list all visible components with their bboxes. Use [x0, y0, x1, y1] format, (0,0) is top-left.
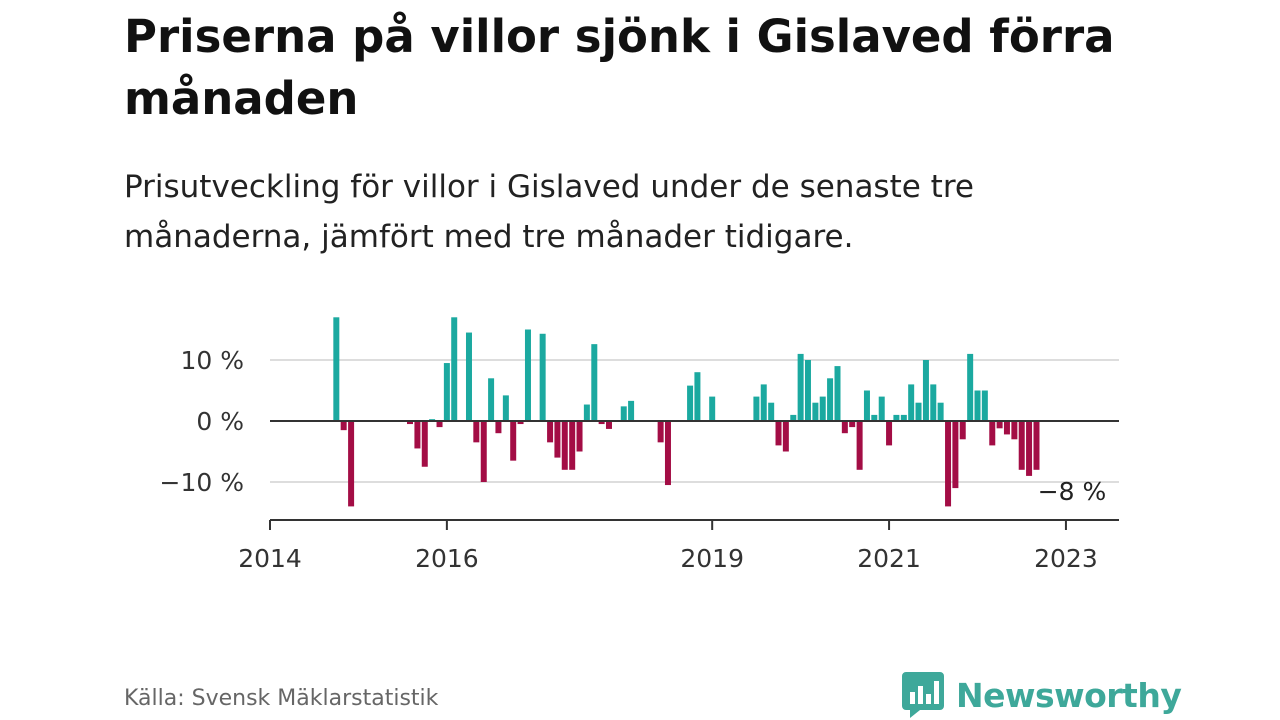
bar	[539, 333, 546, 421]
bar	[694, 372, 701, 421]
last-value-annotation: −8 %	[1038, 477, 1107, 506]
bar	[664, 421, 671, 486]
bar	[959, 421, 966, 440]
y-tick-label: 10 %	[180, 346, 244, 375]
bar	[804, 360, 811, 421]
bar	[834, 366, 841, 421]
chart-subtitle: Prisutveckling för villor i Gislaved und…	[124, 169, 974, 255]
bar	[414, 421, 421, 449]
newsworthy-logo-text: Newsworthy	[956, 675, 1182, 715]
bar	[967, 353, 974, 421]
bar	[554, 421, 561, 458]
bar	[687, 385, 694, 421]
bar	[436, 421, 443, 428]
bar	[915, 402, 922, 421]
bar	[819, 396, 826, 421]
bar	[893, 414, 900, 421]
bar	[340, 421, 347, 431]
bar	[709, 396, 716, 421]
bar	[333, 317, 340, 421]
bar	[1018, 421, 1025, 470]
bar	[465, 332, 472, 421]
bar	[974, 390, 981, 421]
bar	[856, 421, 863, 470]
x-tick-label: 2019	[680, 544, 744, 573]
bar	[517, 421, 524, 425]
bar	[569, 421, 576, 470]
x-tick-label: 2014	[238, 544, 302, 573]
bar	[628, 400, 635, 421]
bar	[871, 414, 878, 421]
bar	[952, 421, 959, 489]
bar	[480, 421, 487, 482]
bar	[495, 421, 502, 434]
bar	[1003, 421, 1010, 435]
bar	[547, 421, 554, 443]
bar	[989, 421, 996, 446]
bar	[443, 363, 450, 421]
bar	[760, 384, 767, 421]
bar	[502, 395, 509, 421]
y-tick-label: −10 %	[160, 468, 244, 497]
bar	[1011, 421, 1018, 440]
bar	[937, 402, 944, 421]
x-tick-label: 2023	[1034, 544, 1098, 573]
source-note: Källa: Svensk Mäklarstatistik	[124, 686, 439, 711]
bar	[753, 396, 760, 421]
chart-title: Priserna på villor sjönk i Gislaved förr…	[124, 10, 1115, 125]
bar	[451, 317, 458, 421]
y-tick-label: 0 %	[196, 407, 244, 436]
x-tick-label: 2021	[857, 544, 921, 573]
bar	[1033, 421, 1040, 470]
bar	[900, 414, 907, 421]
bar	[849, 421, 856, 428]
bar	[827, 378, 834, 421]
x-tick-label: 2016	[415, 544, 479, 573]
bar	[886, 421, 893, 446]
bar	[981, 390, 988, 421]
bar	[797, 353, 804, 421]
bar	[561, 421, 568, 470]
bar	[996, 421, 1003, 429]
bar	[945, 421, 952, 507]
bar	[524, 329, 531, 421]
bar	[576, 421, 583, 452]
bar	[863, 390, 870, 421]
bar	[591, 344, 598, 421]
bar	[598, 421, 605, 425]
bar	[768, 402, 775, 421]
bar	[878, 396, 885, 421]
bar	[620, 406, 627, 421]
bar	[657, 421, 664, 443]
bar	[908, 384, 915, 421]
bar	[348, 421, 355, 507]
bar	[421, 421, 428, 467]
bar	[922, 360, 929, 421]
bar	[473, 421, 480, 443]
bar	[605, 421, 612, 429]
bar	[930, 384, 937, 421]
bar	[583, 404, 590, 421]
newsworthy-logo: Newsworthy	[902, 672, 1182, 718]
bar	[775, 421, 782, 446]
bar	[790, 414, 797, 421]
bar	[406, 421, 413, 425]
bar	[510, 421, 517, 461]
bar	[488, 378, 495, 421]
bar	[812, 402, 819, 421]
bar	[782, 421, 789, 452]
bar	[841, 421, 848, 434]
newsworthy-logo-icon	[902, 672, 944, 718]
bar	[1026, 421, 1033, 476]
bar-chart: 10 % 0 % −10 % 2014 2016 2019 2021 2023 −8 %	[160, 317, 1119, 573]
